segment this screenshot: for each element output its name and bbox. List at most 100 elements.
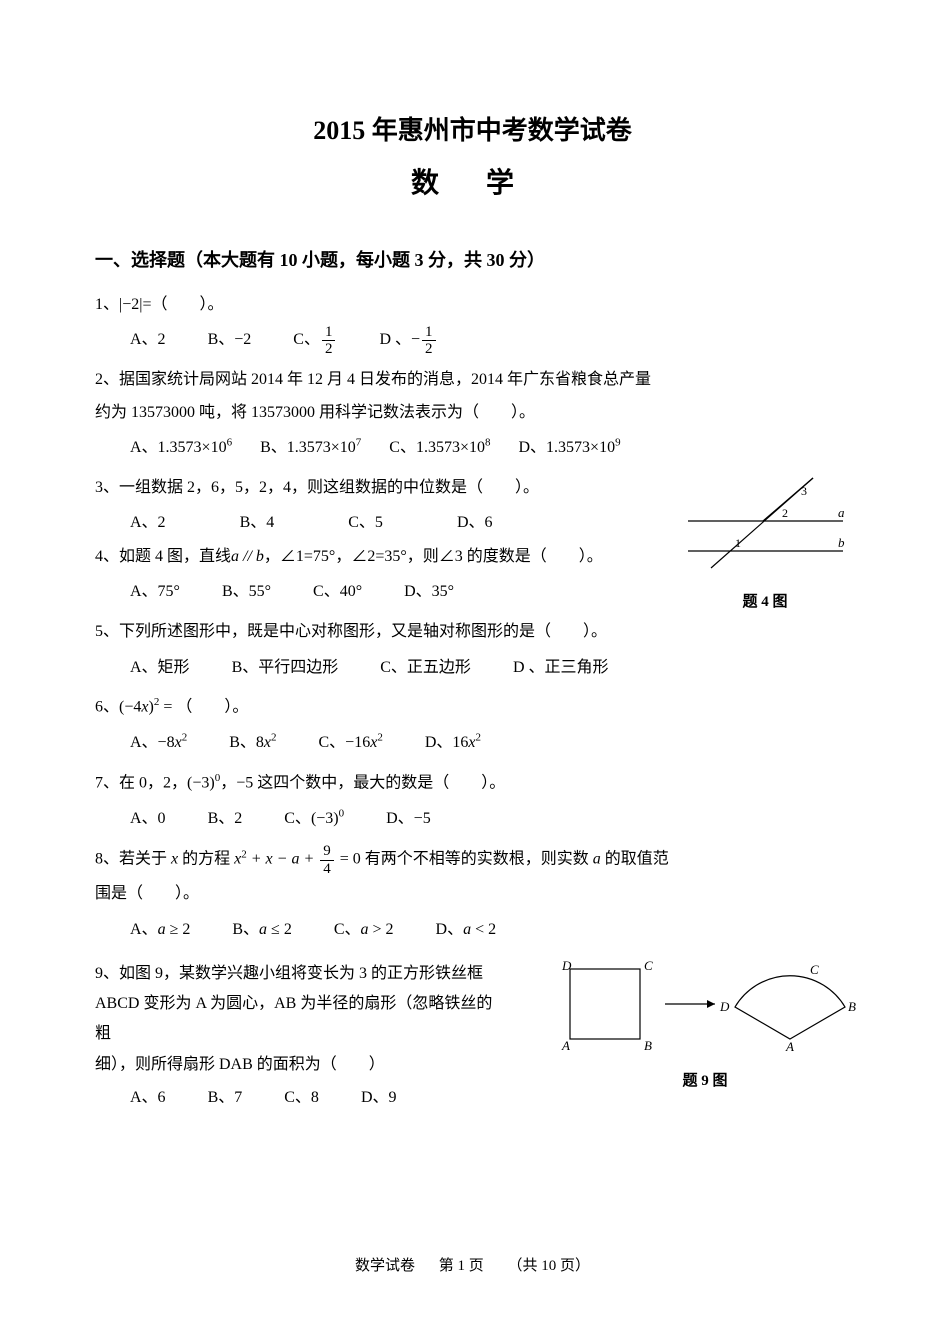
q6-optB-exp: 2 [271,732,277,744]
q8-a: a [593,851,601,868]
figure-4-svg: a b 1 2 3 [683,473,848,573]
question-6: 6、(−4x)2 = （ ）。 A、−8x2 B、8x2 C、−16x2 D、1… [95,692,850,762]
q2-optD-exp: 9 [615,437,621,449]
q2-optC-pre: C、1.3573×10 [389,439,485,456]
q8-optA-post: ≥ 2 [166,921,191,938]
q5-optA: A、矩形 [130,650,190,687]
question-9-line2: ABCD 变形为 A 为圆心，AB 为半径的扇形（忽略铁丝的粗 [95,989,495,1050]
q5-optD: D 、正三角形 [513,650,609,687]
q2-optA-pre: A、1.3573×10 [130,439,227,456]
fig4-angle-3: 3 [801,484,807,498]
q1-optA: A、2 [130,322,166,359]
question-1-options: A、2 B、−2 C、12 D 、−12 [95,322,850,359]
q6-num: 6、 [95,699,119,716]
fig4-label-b: b [838,535,845,550]
q5-optB: B、平行四边形 [232,650,339,687]
question-1: 1、|−2|=（ ）。 A、2 B、−2 C、12 D 、−12 [95,290,850,359]
q2-optA: A、1.3573×106 [130,430,232,467]
question-3-4-block: a b 1 2 3 题 4 图 3、一组数据 2，6，5，2，4，则这组数据的中… [95,473,850,611]
q2-optC-exp: 8 [485,437,491,449]
q4-ab: a // b [231,548,264,565]
fig9-sq-A: A [561,1038,570,1053]
fig9-sq-D: D [561,958,572,973]
fig4-angle-1: 1 [735,536,741,550]
q7-p3: (−3) [187,774,215,791]
q8-eq-mid: + x − a + [247,851,319,868]
question-2-line2: 约为 13573000 吨，将 13573000 用科学记数法表示为（ ）。 [95,398,850,428]
q8-optD-post: < 2 [471,921,496,938]
q8-optB-post: ≤ 2 [267,921,292,938]
q3-optD: D、6 [457,505,493,542]
q6-optB: B、8x2 [229,725,276,762]
footer-left: 数学试卷 [355,1258,415,1274]
q6-optA-x: x [175,734,182,751]
question-8-options: A、a ≥ 2 B、a ≤ 2 C、a > 2 D、a < 2 [95,912,850,949]
fig9-sec-A: A [785,1039,794,1054]
q1-optD-den: 2 [422,341,436,358]
figure-4: a b 1 2 3 题 4 图 [680,473,850,617]
q6-optD-exp: 2 [475,732,481,744]
q8-optA-pre: A、 [130,921,158,938]
q8-optB: B、a ≤ 2 [232,912,291,949]
q8-optA-a: a [158,921,166,938]
q7-optB: B、2 [208,801,243,838]
q8-optC-pre: C、 [334,921,361,938]
q1-num: 1、 [95,296,119,313]
q2-optD: D、1.3573×109 [519,430,621,467]
q6-optC-exp: 2 [377,732,383,744]
question-5: 5、下列所述图形中，既是中心对称图形，又是轴对称图形的是（ ）。 A、矩形 B、… [95,617,850,686]
q1-optD: D 、−12 [379,322,437,359]
q8-mid: 的方程 [178,851,234,868]
question-8: 8、若关于 x 的方程 x2 + x − a + 94 = 0 有两个不相等的实… [95,843,850,948]
question-7: 7、在 0，2，(−3)0，−5 这四个数中，最大的数是（ ）。 A、0 B、2… [95,768,850,838]
fig9-sec-D: D [719,999,730,1014]
q1-optC-pre: C、 [293,331,320,348]
q8-optB-a: a [259,921,267,938]
q9-optD: D、9 [361,1080,397,1117]
fig9-sec-B: B [848,999,856,1014]
q2-optA-exp: 6 [227,437,233,449]
q1-post: =（ ）。 [142,296,223,313]
page-footer: 数学试卷 第 1 页 （共 10 页） [0,1254,945,1275]
q2-optB-pre: B、1.3573×10 [260,439,356,456]
q7-optD: D、−5 [386,801,431,838]
q6-optD: D、16x2 [425,725,481,762]
q3-optC: C、5 [348,505,383,542]
footer-mid: 第 1 页 [439,1258,484,1274]
q8-optD: D、a < 2 [436,912,497,949]
q6-post: = （ ）。 [159,699,248,716]
question-8-line2: 围是（ ）。 [95,879,850,909]
figure-9: D C A B A B D C 题 9 图 [550,954,860,1096]
q6-optB-x: x [264,734,271,751]
fig9-sec-C: C [810,962,819,977]
footer-right: （共 10 页） [508,1258,591,1274]
q8-optC: C、a > 2 [334,912,394,949]
q7-optC-p3: (−3) [311,810,339,827]
q8-optD-pre: D、 [436,921,464,938]
q8-pre: 8、若关于 [95,851,171,868]
q7-optC-exp: 0 [339,807,345,819]
q7-post: ，−5 这四个数中，最大的数是（ ）。 [220,774,505,791]
question-2-options: A、1.3573×106 B、1.3573×107 C、1.3573×108 D… [95,430,850,467]
question-2: 2、据国家统计局网站 2014 年 12 月 4 日发布的消息，2014 年广东… [95,365,850,467]
q6-expr1: (−4 [119,699,141,716]
q9-optC: C、8 [284,1080,319,1117]
q6-optD-pre: D、16 [425,734,469,751]
q2-optB: B、1.3573×107 [260,430,361,467]
q6-optC: C、−16x2 [319,725,383,762]
question-1-text: 1、|−2|=（ ）。 [95,290,850,320]
q7-optC: C、(−3)0 [284,801,344,838]
question-2-line1: 2、据国家统计局网站 2014 年 12 月 4 日发布的消息，2014 年广东… [95,365,850,395]
fig4-label-a: a [838,505,845,520]
q4-optC: C、40° [313,574,362,611]
q2-optB-exp: 7 [356,437,362,449]
q8-eq-post: = 0 有两个不相等的实数根，则实数 [336,851,593,868]
q8-optC-post: > 2 [369,921,394,938]
q6-optC-pre: C、−16 [319,734,371,751]
question-9: D C A B A B D C 题 9 图 9、如图 9，某数学兴趣小组将变长为… [95,959,850,1117]
q9-optB: B、7 [208,1080,243,1117]
question-5-options: A、矩形 B、平行四边形 C、正五边形 D 、正三角形 [95,650,850,687]
exam-title: 2015 年惠州市中考数学试卷 [95,110,850,147]
q6-optA: A、−8x2 [130,725,187,762]
q8-eq-den: 4 [320,861,334,878]
